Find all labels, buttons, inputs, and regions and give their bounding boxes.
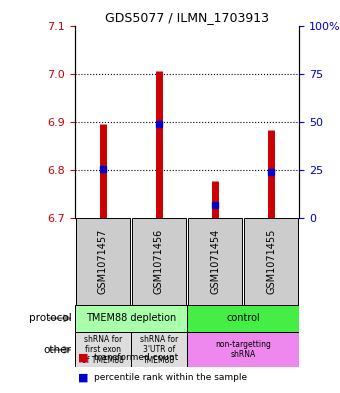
Text: protocol: protocol bbox=[29, 313, 71, 323]
Text: non-targetting
shRNA: non-targetting shRNA bbox=[215, 340, 271, 360]
Bar bbox=[75, 305, 187, 332]
Text: shRNA for
first exon
of TMEM88: shRNA for first exon of TMEM88 bbox=[82, 335, 124, 365]
Text: GSM1071454: GSM1071454 bbox=[210, 229, 220, 294]
Text: control: control bbox=[226, 313, 260, 323]
Bar bbox=[244, 218, 298, 305]
Text: GSM1071457: GSM1071457 bbox=[98, 229, 108, 294]
Text: GSM1071456: GSM1071456 bbox=[154, 229, 164, 294]
Text: GSM1071455: GSM1071455 bbox=[266, 229, 276, 294]
Bar bbox=[132, 218, 186, 305]
Text: ■: ■ bbox=[78, 353, 89, 363]
Text: transformed count: transformed count bbox=[94, 353, 178, 362]
Text: percentile rank within the sample: percentile rank within the sample bbox=[94, 373, 246, 382]
Bar bbox=[187, 332, 299, 367]
Bar bbox=[187, 305, 299, 332]
Bar bbox=[76, 218, 130, 305]
Text: other: other bbox=[44, 345, 71, 355]
Text: shRNA for
3'UTR of
TMEM88: shRNA for 3'UTR of TMEM88 bbox=[140, 335, 178, 365]
Bar bbox=[75, 332, 131, 367]
Bar bbox=[188, 218, 242, 305]
Text: ■: ■ bbox=[78, 372, 89, 382]
Text: TMEM88 depletion: TMEM88 depletion bbox=[86, 313, 176, 323]
Bar bbox=[131, 332, 187, 367]
Title: GDS5077 / ILMN_1703913: GDS5077 / ILMN_1703913 bbox=[105, 11, 269, 24]
